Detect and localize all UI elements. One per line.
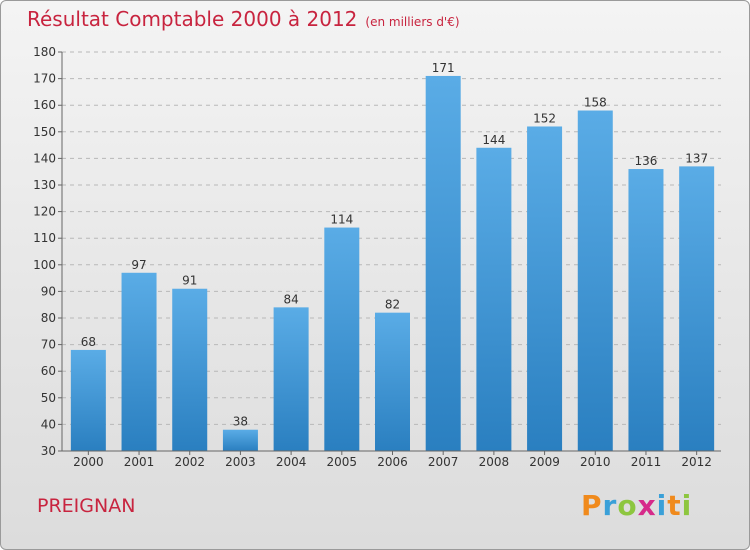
logo-letter: i — [656, 489, 668, 522]
bar-2011 — [628, 169, 664, 452]
proxiti-logo[interactable]: Proxiti — [581, 489, 692, 522]
commune-name: PREIGNAN — [37, 495, 136, 517]
y-tick-label: 90 — [41, 284, 56, 298]
bar-value-label: 137 — [685, 151, 708, 165]
bar-2005 — [324, 227, 360, 451]
y-tick-label: 70 — [41, 338, 56, 352]
bar-2006 — [375, 312, 410, 451]
bar-value-label: 68 — [81, 335, 96, 349]
bar-value-label: 84 — [283, 292, 298, 306]
bar-value-label: 171 — [432, 61, 455, 75]
x-tick-label: 2008 — [479, 455, 510, 469]
y-tick-label: 100 — [33, 258, 56, 272]
x-tick-label: 2005 — [327, 455, 358, 469]
x-tick-label: 2003 — [225, 455, 256, 469]
bar-value-label: 144 — [482, 133, 505, 147]
logo-letter: r — [602, 489, 618, 522]
logo-letter: P — [581, 489, 603, 522]
x-tick-label: 2006 — [377, 455, 408, 469]
bar-2008 — [476, 147, 512, 451]
y-tick-label: 130 — [33, 178, 56, 192]
x-tick-label: 2000 — [73, 455, 104, 469]
y-axis: 30 40 50 60 70 80 90 100 110 120 130 140 150 160 170 18… — [33, 45, 63, 458]
x-axis: 2000 2001 2002 2003 2004 2005 2006 2007 2008 2009… — [62, 450, 721, 469]
bar-2009 — [527, 126, 563, 451]
y-tick-label: 50 — [41, 391, 56, 405]
bar-2003 — [222, 429, 258, 451]
bar-value-label: 38 — [233, 415, 248, 429]
bar-2004 — [273, 307, 309, 451]
y-tick-label: 160 — [33, 98, 56, 112]
y-tick-label: 80 — [41, 311, 56, 325]
x-tick-label: 2009 — [529, 455, 560, 469]
y-tick-label: 110 — [33, 231, 56, 245]
bar-value-label: 152 — [533, 111, 556, 125]
x-tick-label: 2002 — [174, 455, 205, 469]
bar-value-label: 91 — [182, 274, 197, 288]
logo-letter: t — [667, 489, 682, 522]
logo-letter: o — [617, 489, 638, 522]
bar-2002 — [172, 288, 208, 451]
logo-letter: x — [637, 489, 657, 522]
y-tick-label: 30 — [41, 444, 56, 458]
bar-2001 — [121, 272, 157, 451]
logo-letter: i — [681, 489, 693, 522]
y-tick-label: 140 — [33, 151, 56, 165]
y-tick-label: 60 — [41, 364, 56, 378]
y-tick-label: 120 — [33, 205, 56, 219]
x-tick-label: 2007 — [428, 455, 459, 469]
bar-value-label: 114 — [330, 213, 353, 227]
chart-title: Résultat Comptable 2000 à 2012 (en millie… — [27, 7, 460, 31]
chart-subtitle: (en milliers d'€) — [365, 15, 460, 29]
bar-2000 — [70, 349, 106, 451]
bar-value-label: 136 — [635, 154, 658, 168]
x-tick-label: 2012 — [681, 455, 712, 469]
bar-2012 — [679, 166, 715, 451]
x-tick-label: 2010 — [580, 455, 611, 469]
bar-2007 — [425, 75, 461, 451]
bar-2010 — [577, 110, 613, 452]
y-tick-label: 180 — [33, 45, 56, 59]
x-tick-label: 2001 — [124, 455, 155, 469]
bars: 68 97 91 38 84 114 82 171 144 152 158 136 137 — [70, 61, 715, 452]
y-tick-label: 170 — [33, 72, 56, 86]
chart-title-main: Résultat Comptable 2000 à 2012 — [27, 7, 358, 31]
y-tick-label: 40 — [41, 417, 56, 431]
bar-value-label: 158 — [584, 96, 607, 110]
x-tick-label: 2004 — [276, 455, 307, 469]
x-tick-label: 2011 — [631, 455, 662, 469]
bar-value-label: 97 — [131, 258, 146, 272]
y-tick-label: 150 — [33, 125, 56, 139]
bar-value-label: 82 — [385, 298, 400, 312]
